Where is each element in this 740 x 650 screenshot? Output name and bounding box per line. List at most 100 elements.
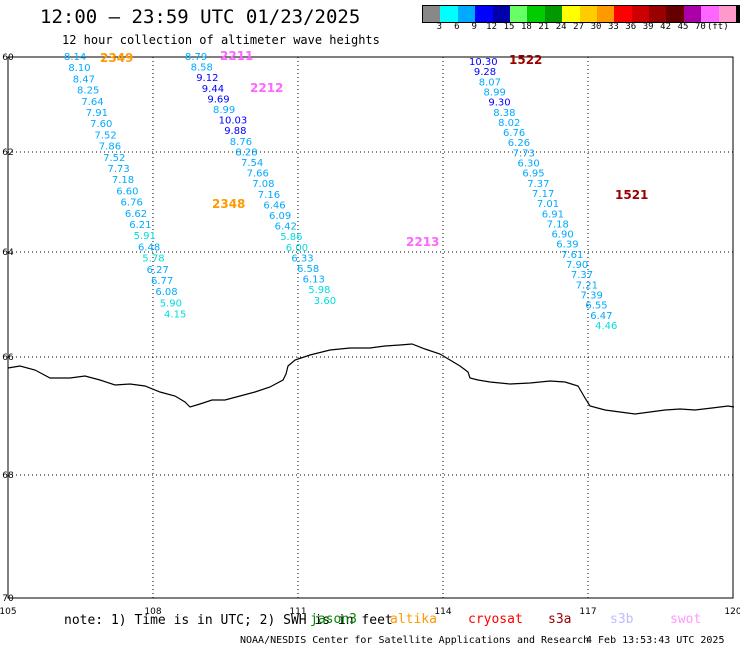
scale-swatch [596,6,615,22]
swh-value: 7.60 [90,119,112,130]
scale-label: 15 [503,22,515,32]
swh-value: 7.01 [537,199,559,210]
swh-value: 7.90 [566,260,588,271]
scale-label: 3 [436,22,443,32]
swh-value: 7.54 [241,158,263,169]
swh-value: 6.30 [518,159,540,170]
satellite-legend-item: altika [390,612,437,627]
swh-value: 6.90 [551,230,573,241]
swh-value: 8.79 [185,52,207,63]
scale-swatch [509,6,528,22]
axis-ticks: 105 108 111 114 117 120 60 62 64 66 68 70 [0,53,740,617]
color-scale-labels: 3 6 9 12 15 18 21 24 27 30 33 36 39 42 45 70 (ft) [422,22,740,34]
satellite-legend: jason3 altika cryosat s3a s3b swot [0,612,740,630]
scale-label: (ft) [706,22,729,32]
track-id-label: 2349 [100,51,133,65]
scale-swatch [631,6,650,22]
scale-label: 21 [538,22,550,32]
swh-value: 6.09 [269,211,291,222]
swh-value: 7.16 [258,190,280,201]
scale-swatch [666,6,684,22]
swh-value: 6.42 [275,222,297,233]
swh-value: 9.30 [488,98,510,109]
swh-value: 6.27 [147,265,169,276]
swh-value: 5.98 [308,285,330,296]
y-tick-label: 68 [2,471,14,481]
map-title: 12:00 – 23:59 UTC 01/23/2025 [40,6,361,28]
swh-value: 7.52 [103,153,125,164]
footer-timestamp: 4 Feb 13:53:43 UTC 2025 [586,635,725,646]
swh-value: 8.58 [191,63,213,74]
track-id-label: 2213 [406,235,439,249]
footnote: note: 1) Time is in UTC; 2) SWH is in fe… [64,613,393,628]
swh-value: 6.55 [585,301,607,312]
swh-value: 6.91 [542,209,564,220]
satellite-legend-item: swot [670,612,702,627]
swh-value: 7.39 [581,290,603,301]
scale-label: 39 [642,22,654,32]
swh-value: 6.58 [297,264,319,275]
swh-value: 6.48 [138,242,160,253]
scale-swatch [423,6,441,22]
swh-value: 7.18 [112,175,134,186]
satellite-legend-item: cryosat [468,612,523,627]
swh-value: 7.73 [108,164,130,175]
track-id-label: 2211 [220,49,253,63]
swh-value: 6.47 [590,311,612,322]
y-tick-label: 70 [2,594,14,604]
footer-organization: NOAA/NESDIS Center for Satellite Applica… [240,635,590,646]
swh-value: 4.46 [595,321,617,332]
y-tick-label: 64 [2,248,14,258]
swh-value: 6.26 [508,138,530,149]
swh-value: 6.39 [556,240,578,251]
swh-value: 8.14 [64,52,86,63]
swh-value: 7.66 [247,169,269,180]
swh-value: 8.10 [68,63,90,74]
scale-label: 12 [486,22,498,32]
swh-value: 7.08 [252,179,274,190]
scale-swatch [492,6,510,22]
track-id-label: 1521 [615,188,648,202]
scale-swatch [701,6,719,22]
track-id-label: 2348 [212,197,245,211]
scale-swatch [475,6,493,22]
swh-value: 3.60 [314,296,336,307]
scale-label: 45 [677,22,689,32]
map-grid [7,56,734,599]
swh-value: 9.69 [207,94,229,105]
scale-swatch [649,6,667,22]
swh-value: 7.37 [571,270,593,281]
track-id-label: 1522 [509,53,542,67]
swh-value: 9.28 [474,67,496,78]
scale-label: 30 [590,22,602,32]
scale-label: 27 [573,22,585,32]
swh-value: 6.08 [155,287,177,298]
swh-value: 6.76 [503,128,525,139]
y-tick-label: 66 [2,353,14,363]
scale-label: 18 [520,22,532,32]
swh-value: 6.00 [286,243,308,254]
swh-value: 9.12 [196,73,218,84]
swh-value: 10.03 [219,116,248,127]
scale-label: 6 [454,22,460,32]
swh-value: 5.90 [160,298,182,309]
satellite-legend-item: jason3 [310,612,357,627]
swh-value: 4.15 [164,310,186,321]
swh-value: 6.33 [291,253,313,264]
scale-swatch [440,6,458,22]
x-tick-label: 117 [579,607,596,617]
x-tick-label: 111 [289,607,306,617]
swh-value: 8.76 [230,137,252,148]
swh-value: 6.95 [522,169,544,180]
swh-value: 8.02 [498,118,520,129]
swh-value: 8.07 [479,77,501,88]
scale-label: 42 [660,22,672,32]
x-tick-label: 108 [144,607,161,617]
y-tick-label: 60 [2,53,14,63]
swh-value: 7.73 [513,148,535,159]
scale-swatch [683,6,702,22]
swh-value: 6.60 [116,186,138,197]
scale-label: 36 [625,22,637,32]
scale-swatch [736,6,740,22]
scale-label: 33 [607,22,619,32]
